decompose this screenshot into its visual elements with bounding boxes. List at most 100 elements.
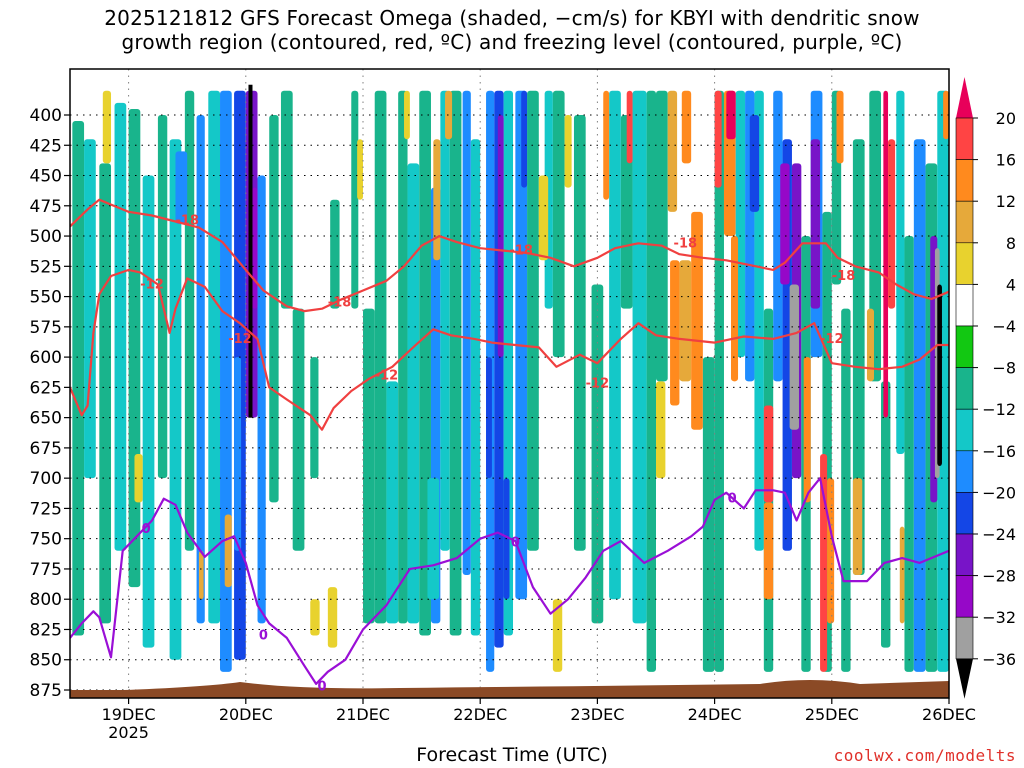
omega-band [470,139,481,636]
omega-band [169,139,182,660]
omega-band [462,90,471,575]
omega-core [552,599,563,672]
omega-band [913,139,926,672]
omega-core [726,90,736,140]
chart-title-line-2: growth region (contoured, red, ºC) and f… [121,30,903,54]
omega-band [330,199,340,309]
omega-core [681,90,692,164]
y-tick-label: 800 [30,590,62,610]
omega-band [363,308,375,624]
omega-core [310,599,320,636]
omega-band [937,90,949,672]
colorbar-label: −4 [992,317,1016,336]
omega-core [433,139,441,261]
colorbar-swatch [955,117,974,160]
omega-core [175,151,188,224]
omega-core [626,90,633,164]
colorbar-label: 12 [996,192,1016,211]
omega-band [351,90,359,309]
contour-label: -18 [674,236,698,251]
omega-core [763,502,774,600]
omega-band [881,381,891,648]
x-tick-label: 20DEC [219,705,273,724]
omega-band [573,115,586,551]
omega-core [670,260,680,406]
colorbar-label: −16 [982,442,1016,461]
chart-title: 2025121812 GFS Forecast Omega (shaded, −… [0,6,1024,54]
omega-core [836,90,844,164]
contour-label: -12 [820,332,844,347]
terrain-ground-layer [70,680,949,698]
omega-extreme-column [248,84,253,418]
omega-core [486,357,492,479]
omega-band [407,163,420,624]
colorbar-swatch [955,159,974,202]
colorbar-label: 4 [1006,275,1016,294]
colorbar-swatch [955,533,974,576]
colorbar-swatch [955,242,974,285]
omega-core [899,526,905,624]
x-tick-label: 19DEC [102,705,156,724]
y-tick-label: 750 [30,530,62,550]
omega-core [866,308,874,382]
colorbar-legend: 20 16 12 8 4 −4 −8 −12 −16 −20 −24 −28 −32 −36 [955,77,1016,699]
omega-band [679,260,692,382]
colorbar-label: 16 [996,151,1016,170]
omega-band [196,115,205,624]
freezing-level-contour [70,477,949,685]
contour-label: -12 [228,332,252,347]
omega-core [763,405,774,503]
omega-band [386,381,399,624]
omega-core [852,478,863,575]
x-tick-label: 22DEC [453,705,507,724]
y-tick-label: 425 [30,136,62,156]
omega-band [632,90,647,624]
colorbar-label: −28 [982,567,1016,586]
omega-core [134,453,143,503]
colorbar-swatch [955,325,974,368]
x-tick-label: 26DEC [922,705,976,724]
y-tick-label: 475 [30,197,62,217]
colorbar-top-arrow [956,77,973,118]
y-tick-label: 775 [30,560,62,580]
y-tick-label: 650 [30,409,62,429]
y-tick-label: 400 [30,106,62,126]
contour-lines [70,198,949,685]
colorbar-label: −24 [982,525,1016,544]
omega-band [841,308,851,672]
omega-core [198,550,204,600]
omega-band [128,108,141,588]
omega-core [656,381,666,479]
omega-band [374,90,387,624]
y-tick-label: 500 [30,227,62,247]
colorbar-label: −20 [982,483,1016,502]
omega-core [789,284,799,430]
omega-core [427,478,440,600]
contour-label: 0 [317,679,326,694]
y-tick-label: 675 [30,439,62,459]
omega-core [234,357,242,551]
omega-band [896,90,905,454]
colorbar-swatch [955,616,974,660]
omega-core [749,115,760,212]
omega-core [327,587,338,648]
omega-band [552,90,565,358]
omega-core [780,163,790,285]
plot-frame [69,68,950,699]
colorbar-swatch [955,408,974,452]
omega-band [440,90,450,551]
source-credit: coolwx.com/modelts [833,746,1016,765]
colorbar-label: −36 [982,650,1016,669]
dgz-contour-minus18 [70,198,949,313]
y-tick-label: 525 [30,257,62,277]
omega-band [527,90,539,551]
y-tick-label: 875 [30,681,62,701]
omega-band [72,121,85,636]
omega-core [497,115,504,358]
omega-band [269,115,279,503]
contour-label: -18 [175,213,199,228]
omega-band [310,357,319,479]
contour-label: -18 [509,244,533,259]
colorbar-swatch [955,284,974,327]
